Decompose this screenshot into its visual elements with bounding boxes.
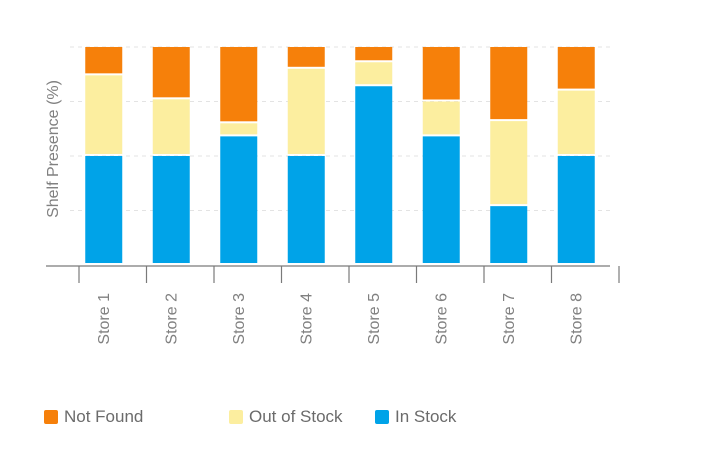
legend-swatch-in-stock [375, 410, 389, 424]
x-tick-label: Store 7 [501, 293, 518, 345]
legend-label-out-of-stock: Out of Stock [249, 407, 343, 426]
grid-lines [70, 46, 610, 211]
bar-in-stock-store-7 [490, 206, 528, 263]
bar-not-found-store-5 [355, 47, 393, 61]
x-tick-labels: Store 1 Store 2 Store 3 Store 4 Store 5 Store… [96, 293, 586, 345]
bar-in-stock-store-3 [220, 136, 258, 263]
legend-swatch-not-found [44, 410, 58, 424]
legend-item-not-found: Not Found [44, 406, 143, 428]
bar-in-stock-store-2 [152, 156, 190, 263]
bar-out-of-stock-store-7 [490, 121, 528, 205]
bar-out-of-stock-store-3 [220, 123, 258, 135]
bar-in-stock-store-5 [355, 86, 393, 264]
bar-out-of-stock-store-6 [422, 101, 460, 135]
bar-not-found-store-4 [287, 47, 325, 67]
bar-not-found-store-7 [490, 47, 528, 120]
bar-not-found-store-8 [557, 47, 595, 89]
bar-not-found-store-2 [152, 47, 190, 98]
bar-not-found-store-1 [85, 47, 123, 74]
legend-label-in-stock: In Stock [395, 407, 457, 426]
bars [85, 47, 595, 264]
legend-label-not-found: Not Found [64, 407, 144, 426]
legend-item-out-of-stock: Out of Stock [229, 406, 343, 428]
x-tick-label: Store 2 [163, 293, 180, 345]
bar-out-of-stock-store-2 [152, 99, 190, 154]
bar-in-stock-store-1 [85, 156, 123, 263]
bar-in-stock-store-8 [557, 156, 595, 263]
x-tick-label: Store 4 [298, 293, 315, 345]
x-tick-label: Store 1 [96, 293, 113, 345]
stacked-bar-chart: Store 1 Store 2 Store 3 Store 4 Store 5 Store… [45, 46, 620, 345]
legend-swatch-out-of-stock [229, 410, 243, 424]
x-tick-label: Store 6 [433, 293, 450, 345]
y-axis-label: Shelf Presence (%) [45, 80, 62, 218]
bar-out-of-stock-store-1 [85, 75, 123, 154]
x-tick-label: Store 8 [568, 293, 585, 345]
bar-in-stock-store-6 [422, 136, 460, 263]
legend-item-in-stock: In Stock [375, 406, 456, 428]
x-axis [46, 265, 620, 283]
bar-out-of-stock-store-4 [287, 68, 325, 154]
x-tick-label: Store 5 [366, 293, 383, 345]
bar-not-found-store-6 [422, 47, 460, 100]
bar-out-of-stock-store-8 [557, 90, 595, 154]
bar-in-stock-store-4 [287, 156, 325, 263]
bar-out-of-stock-store-5 [355, 62, 393, 85]
bar-not-found-store-3 [220, 47, 258, 122]
legend: Not Found Out of Stock In Stock [44, 406, 684, 428]
x-tick-label: Store 3 [231, 293, 248, 345]
